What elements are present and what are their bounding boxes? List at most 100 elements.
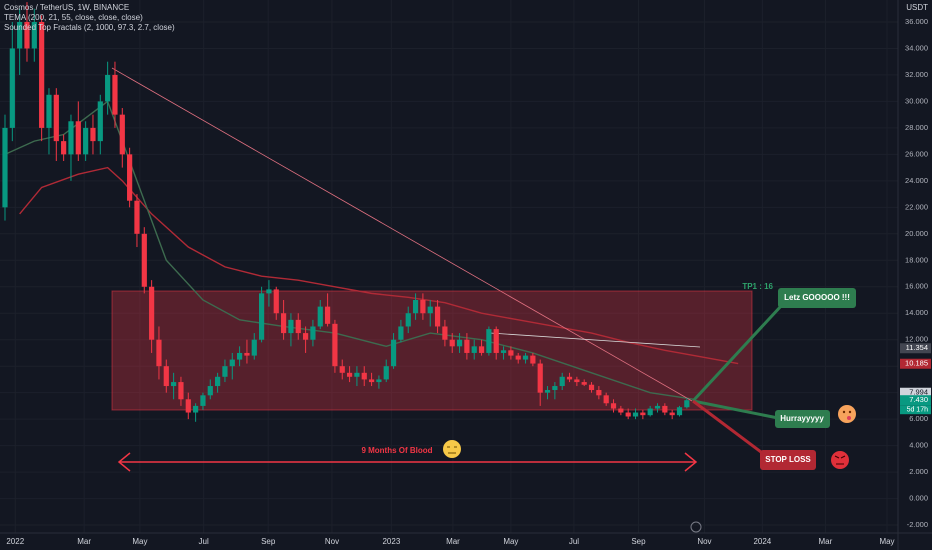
candle-body bbox=[478, 346, 485, 353]
emoji bbox=[838, 405, 856, 423]
price-tag bbox=[900, 395, 931, 406]
candle-body bbox=[215, 376, 221, 387]
y-tick-label: 4.000 bbox=[909, 441, 928, 450]
candle-body bbox=[640, 412, 646, 416]
candle-body bbox=[493, 329, 499, 353]
legend-text: Cosmos / TetherUS, 1W, BINANCE bbox=[4, 3, 129, 12]
y-tick-label: 6.000 bbox=[909, 414, 928, 423]
y-tick-label: 14.000 bbox=[905, 308, 928, 317]
candle-body bbox=[647, 408, 653, 416]
emoji bbox=[831, 451, 849, 469]
price-tag-label: 11.354 bbox=[906, 343, 928, 352]
candle-body bbox=[434, 306, 441, 327]
legend-text: Sounded Top Fractals (2, 1000, 97.3, 2.7… bbox=[4, 23, 175, 32]
candle-body bbox=[97, 101, 103, 142]
y-tick-label: 12.000 bbox=[905, 335, 928, 344]
arrow-mid bbox=[692, 399, 779, 420]
candle-body bbox=[420, 299, 426, 314]
candle-body bbox=[662, 405, 668, 413]
candle-body bbox=[310, 326, 316, 340]
currency: USDT bbox=[906, 3, 928, 12]
y-tick-label: 18.000 bbox=[905, 255, 928, 264]
candle-body bbox=[280, 313, 287, 334]
candle-body bbox=[515, 355, 521, 360]
indicator-line bbox=[19, 166, 739, 365]
candle-body bbox=[68, 121, 74, 155]
candle-body bbox=[17, 21, 23, 49]
y-tick-label: 2.000 bbox=[909, 467, 928, 476]
candle-body bbox=[193, 405, 199, 413]
candle-body bbox=[508, 350, 514, 356]
candle-body bbox=[75, 121, 81, 155]
x-tick-label: May bbox=[879, 537, 894, 546]
candle-body bbox=[24, 21, 30, 49]
candle-body bbox=[618, 408, 624, 413]
candle-body bbox=[376, 379, 382, 383]
y-tick-label: -2.000 bbox=[907, 520, 928, 529]
candle-body bbox=[566, 376, 573, 380]
candle-body bbox=[251, 339, 257, 356]
x-tick-label: May bbox=[132, 537, 147, 546]
candle-body bbox=[559, 376, 565, 387]
candle-body bbox=[31, 21, 37, 49]
level-line bbox=[489, 332, 701, 348]
candle-body bbox=[185, 399, 191, 413]
candle-body bbox=[339, 366, 345, 373]
candle-body bbox=[207, 386, 213, 396]
candle-body bbox=[317, 306, 323, 327]
candle-body bbox=[288, 319, 294, 334]
y-tick-label: 28.000 bbox=[905, 123, 928, 132]
label-box bbox=[775, 410, 830, 428]
candle-body bbox=[471, 346, 477, 353]
x-tick-label: Jul bbox=[199, 537, 209, 546]
candle-body bbox=[266, 289, 272, 294]
candle-body bbox=[574, 379, 580, 383]
price-tag-label: 10.185 bbox=[905, 359, 928, 368]
stop-label: STOP LOSS bbox=[765, 455, 811, 464]
x-tick-label: Jul bbox=[569, 537, 579, 546]
candle-body bbox=[456, 339, 463, 347]
candle-body bbox=[273, 289, 279, 314]
candle-body bbox=[581, 382, 587, 385]
candle-body bbox=[324, 306, 331, 324]
x-tick-label: May bbox=[503, 537, 518, 546]
arrow-up bbox=[691, 303, 784, 403]
candle-body bbox=[53, 94, 59, 142]
countdown-tag bbox=[900, 405, 931, 415]
candle-body bbox=[603, 395, 609, 404]
label-box bbox=[778, 288, 856, 308]
candle-body bbox=[61, 141, 67, 155]
candle-body bbox=[368, 379, 375, 383]
mid-label: Hurrayyyyy bbox=[780, 414, 824, 423]
candle-body bbox=[427, 306, 433, 314]
candle-body bbox=[105, 74, 111, 102]
x-tick-label: Mar bbox=[77, 537, 91, 546]
range-label: 9 Months Of Blood bbox=[361, 446, 432, 455]
candle-body bbox=[537, 363, 543, 393]
candles bbox=[2, 2, 690, 422]
candle-body bbox=[449, 339, 455, 347]
candle-body bbox=[596, 390, 602, 396]
candle-body bbox=[669, 412, 675, 416]
candle-body bbox=[149, 286, 155, 340]
tp-label: TP1 : 16 bbox=[742, 282, 773, 291]
candle-body bbox=[90, 127, 96, 142]
price-tag bbox=[900, 358, 931, 369]
x-tick-label: Sep bbox=[261, 537, 276, 546]
candle-body bbox=[9, 48, 15, 128]
x-tick-label: Sep bbox=[631, 537, 646, 546]
arrow-head bbox=[684, 452, 698, 472]
y-tick-label: 32.000 bbox=[905, 70, 928, 79]
candle-body bbox=[486, 329, 492, 353]
candle-body bbox=[522, 355, 529, 360]
arrow-stop bbox=[692, 399, 766, 457]
candle-body bbox=[464, 339, 470, 353]
candle-body bbox=[610, 403, 617, 409]
y-tick-label: 0.000 bbox=[909, 494, 928, 503]
candle-body bbox=[588, 384, 595, 391]
price-tag bbox=[900, 343, 931, 354]
candle-body bbox=[178, 382, 184, 400]
legend: Cosmos / TetherUS, 1W, BINANCE TEMA (200… bbox=[4, 3, 175, 32]
y-tick-label: 30.000 bbox=[905, 96, 928, 105]
